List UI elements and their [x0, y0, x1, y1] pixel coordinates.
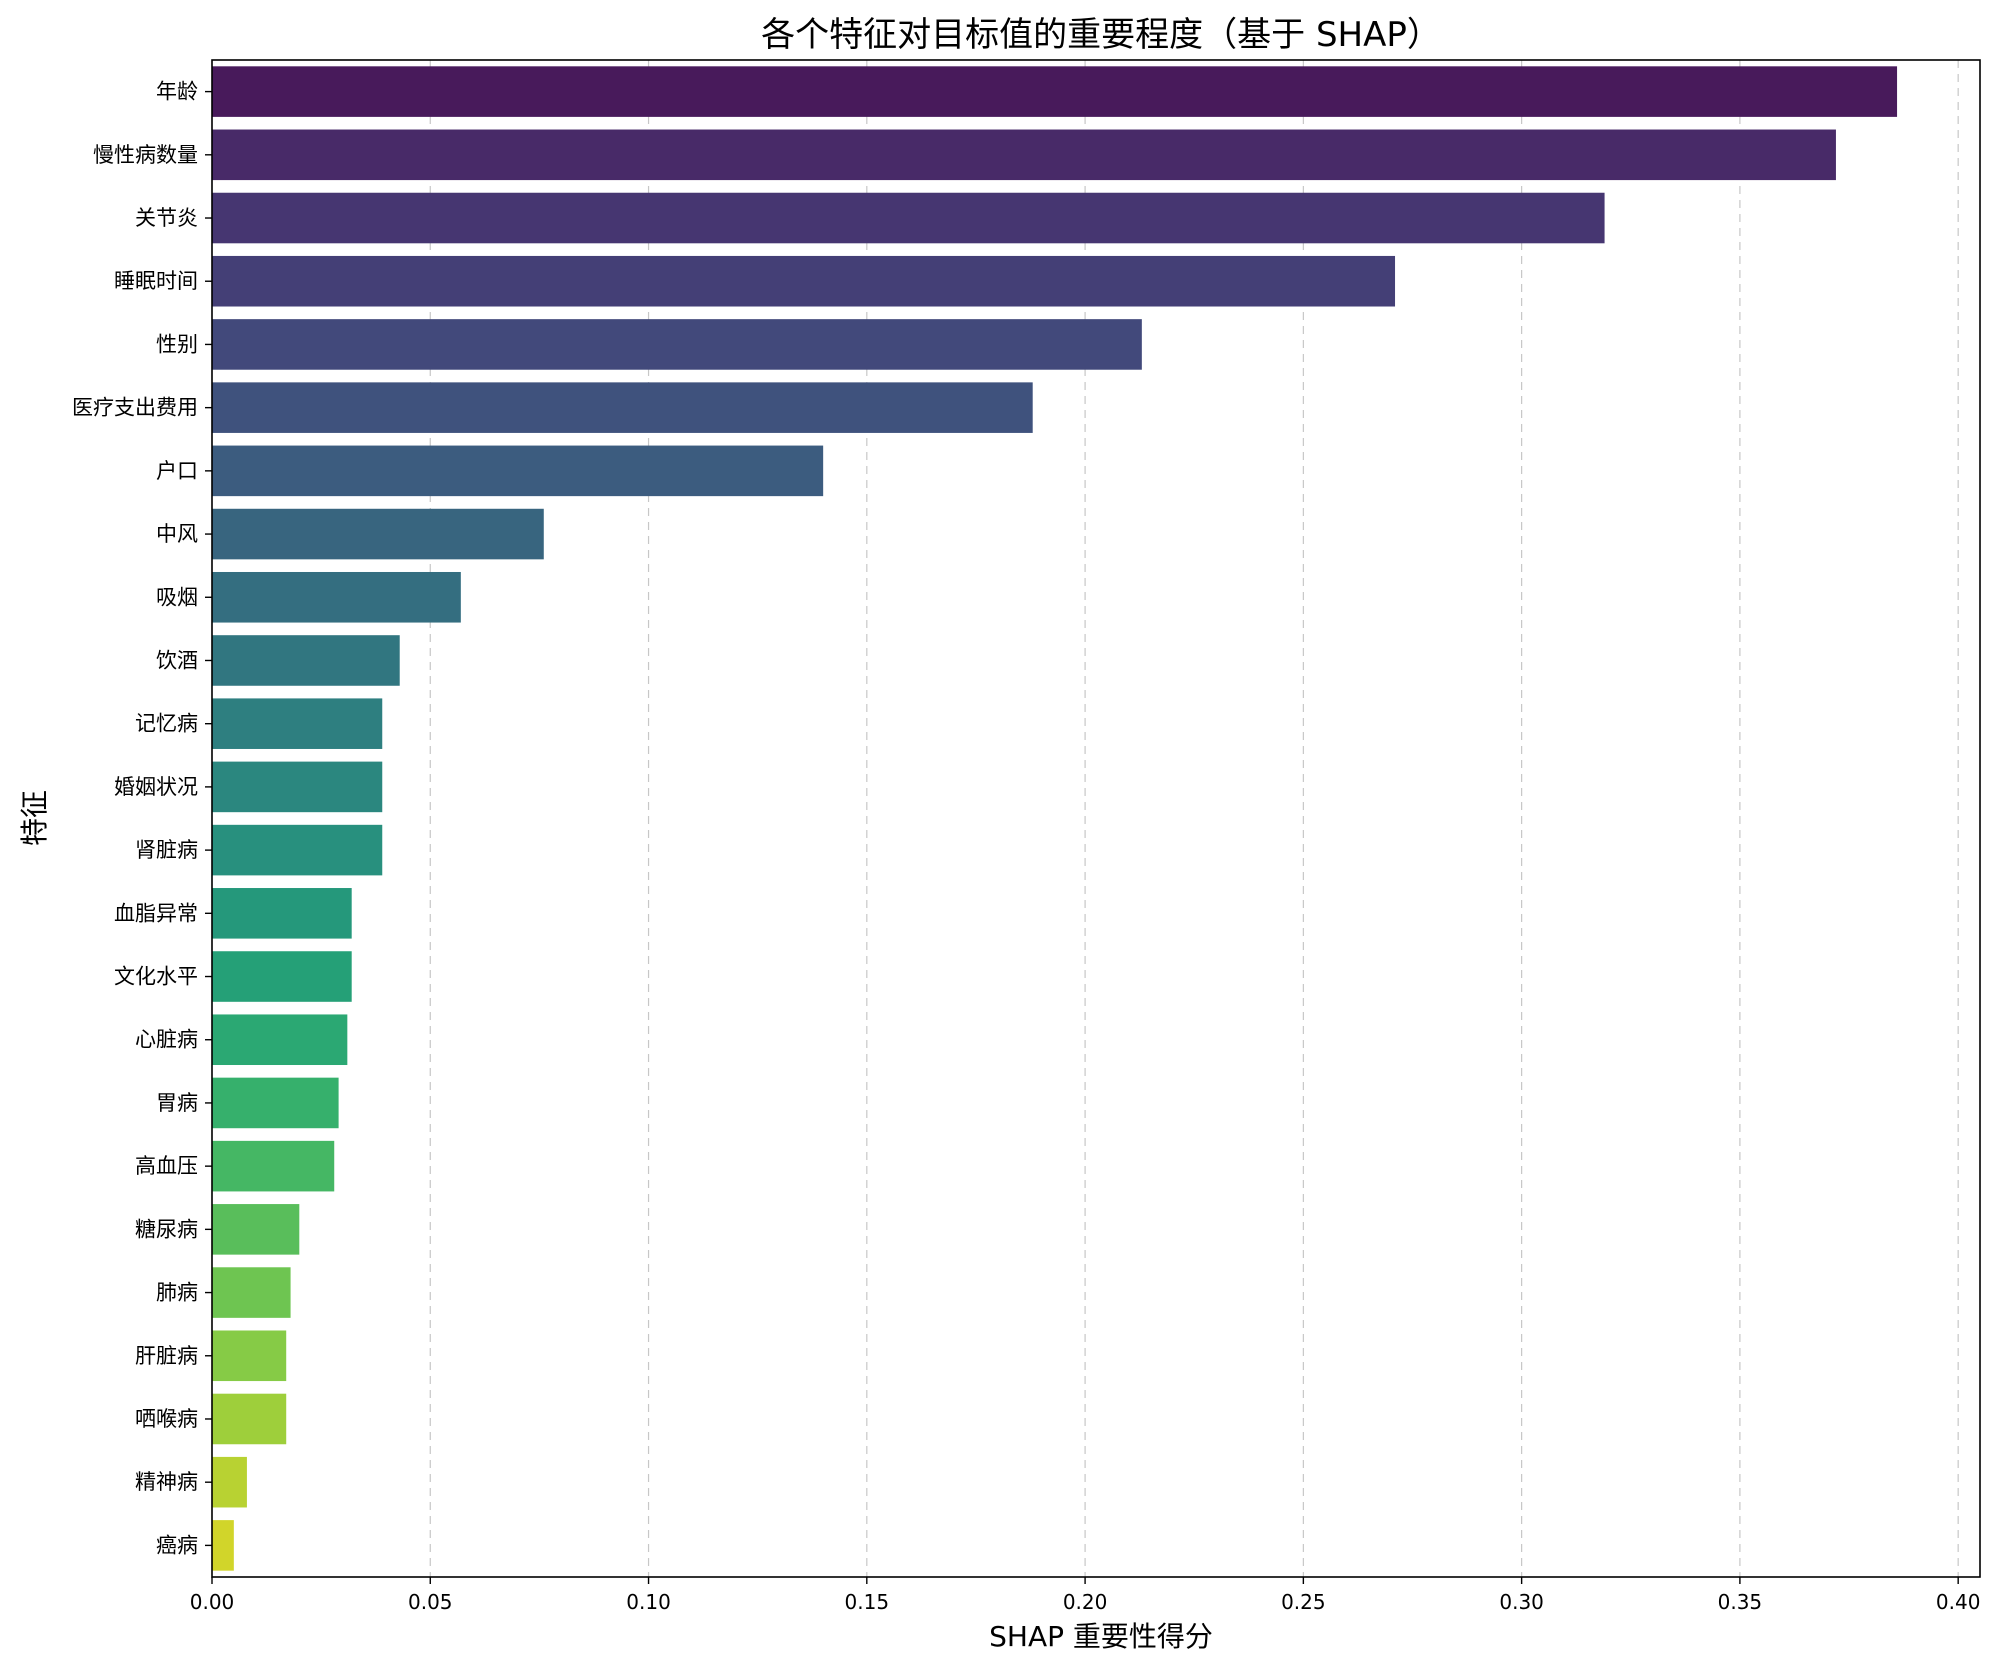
- x-tick-label: 0.00: [190, 1590, 235, 1614]
- bar: [212, 571, 461, 623]
- y-axis-label: 特征: [18, 790, 51, 846]
- category-label: 关节炎: [135, 206, 198, 230]
- category-label: 癌病: [156, 1533, 198, 1557]
- category-label: 记忆病: [135, 712, 198, 736]
- bar: [212, 698, 383, 749]
- plot-frame: [211, 59, 1981, 1578]
- category-label: 肺病: [156, 1281, 198, 1305]
- bar: [212, 1077, 339, 1129]
- bar: [212, 508, 544, 560]
- category-label: 饮酒: [156, 648, 198, 672]
- bar: [212, 1456, 247, 1508]
- bar: [212, 1014, 348, 1066]
- category-label: 高血压: [135, 1154, 198, 1178]
- category-label: 年龄: [156, 80, 198, 104]
- category-label: 肝脏病: [135, 1344, 198, 1368]
- category-label: 中风: [156, 522, 198, 546]
- x-tick-label: 0.10: [626, 1590, 671, 1614]
- x-axis-label: SHAP 重要性得分: [989, 1620, 1213, 1653]
- x-axis-ticks: 0.00 0.05 0.10 0.15 0.20 0.25 0.30 0.35 0.40: [190, 1577, 1981, 1614]
- bar: [212, 255, 1396, 307]
- category-label: 心脏病: [135, 1028, 198, 1052]
- category-label: 睡眠时间: [114, 269, 198, 293]
- grid-lines: [429, 60, 1959, 1577]
- category-label: 婚姻状况: [114, 775, 198, 799]
- category-label: 慢性病数量: [93, 143, 198, 167]
- category-label: 血脂异常: [114, 901, 198, 925]
- bar: [212, 888, 352, 939]
- bar: [212, 382, 1033, 433]
- x-tick-label: 0.05: [408, 1590, 453, 1614]
- bars: [212, 66, 1898, 1571]
- x-tick-label: 0.25: [1281, 1590, 1326, 1614]
- x-tick-label: 0.35: [1718, 1590, 1763, 1614]
- category-label: 医疗支出费用: [72, 396, 198, 420]
- bar: [212, 66, 1898, 117]
- bar: [212, 129, 1836, 181]
- x-tick-label: 0.40: [1936, 1590, 1981, 1614]
- bar: [212, 951, 352, 1002]
- bar: [212, 445, 824, 497]
- category-label: 精神病: [135, 1470, 198, 1494]
- category-label: 性别: [156, 332, 198, 356]
- bar: [212, 1267, 291, 1318]
- category-label: 肾脏病: [135, 838, 198, 862]
- category-label: 户口: [156, 459, 198, 483]
- category-label: 糖尿病: [135, 1217, 198, 1241]
- x-tick-label: 0.30: [1499, 1590, 1544, 1614]
- x-tick-label: 0.15: [845, 1590, 890, 1614]
- bar: [212, 1330, 287, 1382]
- bar: [212, 761, 383, 813]
- bar: [212, 824, 383, 876]
- category-label: 胃病: [156, 1091, 198, 1115]
- bar: [212, 1520, 234, 1571]
- x-tick-label: 0.20: [1063, 1590, 1108, 1614]
- bar: [212, 1204, 300, 1255]
- bar: [212, 319, 1142, 370]
- chart-title: 各个特征对目标值的重要程度（基于 SHAP）: [761, 15, 1441, 55]
- category-label: 哂喉病: [135, 1407, 198, 1431]
- category-label: 文化水平: [114, 965, 198, 989]
- bar: [212, 635, 400, 686]
- bar: [212, 1393, 287, 1445]
- y-axis-categories: 年龄慢性病数量关节炎睡眠时间性别医疗支出费用户口中风吸烟饮酒记忆病婚姻状况肾脏病…: [72, 80, 212, 1557]
- bar: [212, 192, 1605, 244]
- bar: [212, 1140, 335, 1192]
- category-label: 吸烟: [156, 585, 198, 609]
